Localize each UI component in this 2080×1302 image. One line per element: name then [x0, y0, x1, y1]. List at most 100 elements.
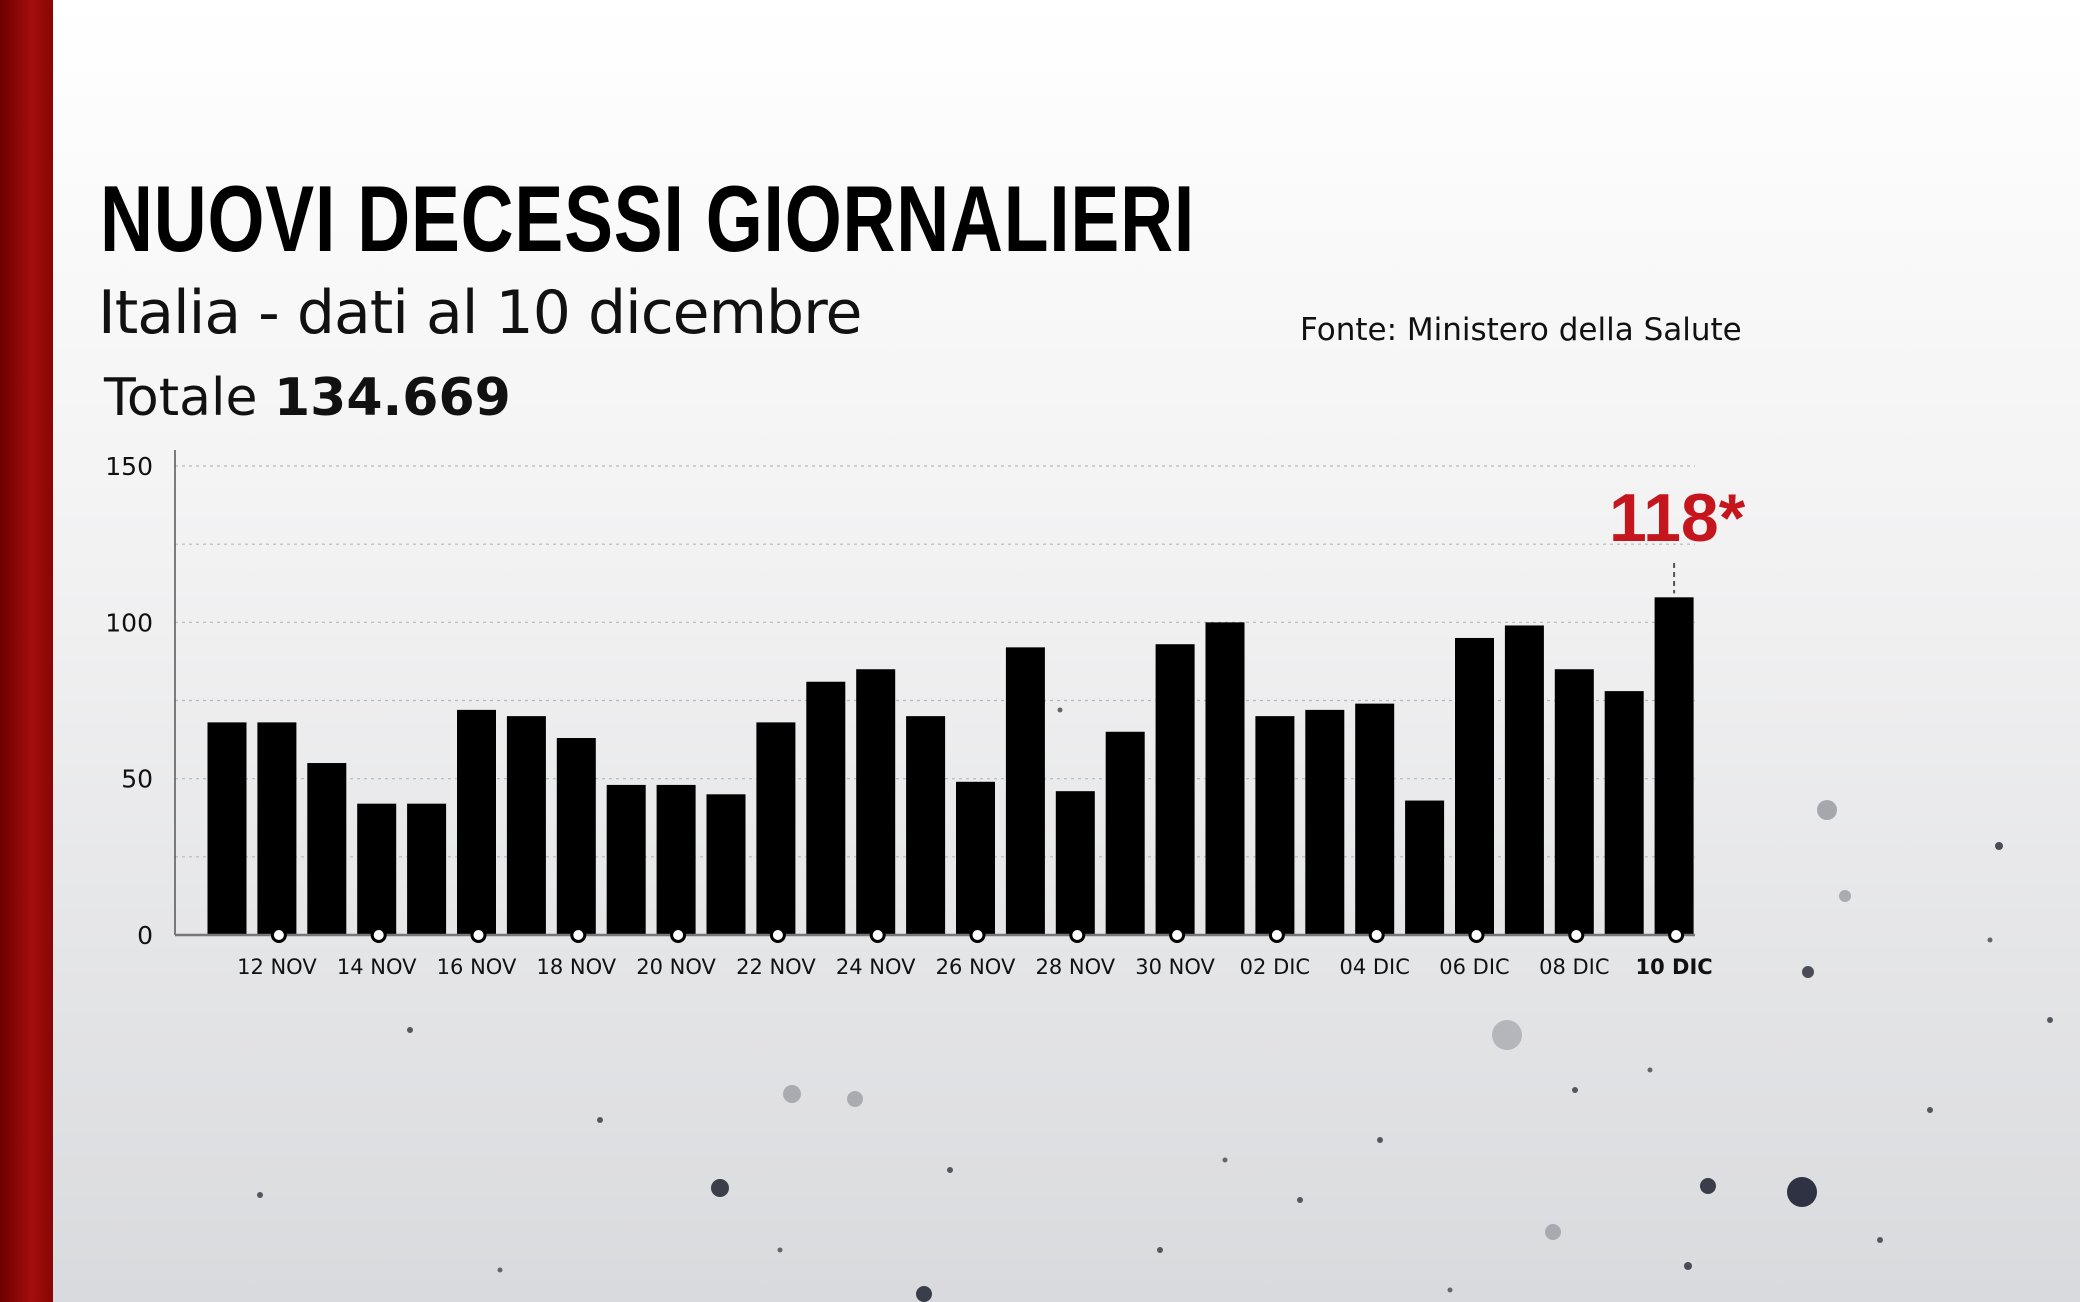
bar-02-dic [1255, 716, 1295, 935]
x-tick-marker [1268, 927, 1285, 943]
background-dot [1787, 1177, 1817, 1207]
total-value: 134.669 [273, 368, 511, 428]
background-dot [711, 1179, 729, 1197]
background-dot [1684, 1262, 1692, 1270]
y-axis-ticks: 0 50 100 150 [105, 452, 153, 950]
bar-20-nov [656, 784, 696, 935]
background-dot [1877, 1237, 1883, 1243]
x-tick-label: 28 NOV [1035, 955, 1115, 979]
highlight-value-label: 118* [1609, 480, 1746, 556]
background-dot [1995, 842, 2003, 850]
background-dot [1802, 966, 1814, 978]
bar-10-dic [1654, 597, 1694, 935]
x-tick-markers [270, 927, 1685, 943]
background-dot [1647, 1067, 1653, 1073]
bar-09-dic [1604, 691, 1644, 935]
bar-23-nov [806, 681, 846, 935]
x-axis-labels: 12 NOV 14 NOV 16 NOV 18 NOV 20 NOV 22 NOV 24 N… [237, 955, 1713, 979]
total-line: Totale 134.669 [104, 372, 511, 424]
source-note: Fonte: Ministero della Salute [1300, 312, 1742, 348]
axes [174, 450, 1695, 937]
bar-29-nov [1105, 731, 1145, 935]
x-tick-label: 10 DIC [1635, 955, 1712, 979]
bar-13-nov [307, 763, 347, 935]
background-dot [947, 1167, 953, 1173]
bar-16-nov [457, 709, 496, 935]
bar-03-dic [1305, 709, 1345, 935]
background-dot [1927, 1107, 1933, 1113]
x-tick-label: 12 NOV [237, 955, 317, 979]
bar-18-nov [556, 738, 596, 935]
background-dot [1700, 1178, 1716, 1194]
y-tick-label: 50 [121, 765, 153, 794]
background-dot [597, 1117, 603, 1123]
chart-subtitle: Italia - dati al 10 dicembre [98, 278, 862, 348]
x-tick-label: 08 DIC [1539, 955, 1609, 979]
bar-19-nov [606, 784, 646, 935]
total-label: Totale [104, 368, 258, 428]
x-tick-marker [969, 927, 986, 943]
x-tick-marker [1069, 927, 1086, 943]
x-tick-label: 30 NOV [1135, 955, 1215, 979]
background-dot [407, 1027, 413, 1033]
bar-17-nov [506, 716, 546, 935]
x-tick-marker [1468, 927, 1485, 943]
bar-28-nov [1055, 791, 1095, 935]
background-dot [497, 1267, 503, 1273]
x-tick-label: 24 NOV [836, 955, 916, 979]
background-dot [1377, 1137, 1383, 1143]
bar-11-nov [207, 722, 247, 935]
bar-15-nov [407, 803, 447, 935]
bar-07-dic [1504, 625, 1544, 935]
background-dot [777, 1247, 783, 1253]
background-dot [1297, 1197, 1303, 1203]
x-tick-label: 16 NOV [437, 955, 517, 979]
bar-21-nov [706, 794, 746, 935]
x-tick-marker [1368, 927, 1385, 943]
background-dot [1222, 1157, 1228, 1163]
background-dot [1572, 1087, 1578, 1093]
background-dot [1545, 1224, 1561, 1240]
background-dot [783, 1085, 801, 1103]
chart-title: NUOVI DECESSI GIORNALIERI [100, 166, 1195, 271]
bar-22-nov [756, 722, 796, 935]
background-dot [1492, 1020, 1522, 1050]
bar-08-dic [1554, 669, 1594, 935]
bars [207, 597, 1694, 935]
background-dot [1839, 890, 1851, 902]
x-tick-marker [1568, 927, 1585, 943]
bar-14-nov [357, 803, 397, 935]
bar-27-nov [1005, 647, 1045, 935]
x-tick-label: 06 DIC [1439, 955, 1509, 979]
background-dot [1157, 1247, 1163, 1253]
bar-04-dic [1355, 703, 1395, 935]
background-dot [916, 1286, 932, 1302]
x-tick-label: 14 NOV [337, 955, 417, 979]
y-tick-label: 150 [105, 452, 153, 481]
bar-05-dic [1405, 800, 1445, 935]
bar-06-dic [1455, 637, 1494, 935]
x-tick-label: 04 DIC [1339, 955, 1409, 979]
background-dot [1817, 800, 1837, 820]
background-dots [257, 707, 2053, 1302]
accent-band [0, 0, 53, 1302]
highlight-annotation: 118* [1609, 480, 1746, 594]
bar-24-nov [856, 669, 896, 935]
bar-26-nov [956, 781, 995, 935]
x-tick-label: 22 NOV [736, 955, 816, 979]
x-tick-marker [1169, 927, 1186, 943]
y-tick-label: 100 [105, 608, 153, 637]
x-tick-label: 26 NOV [936, 955, 1016, 979]
bar-01-dic [1205, 622, 1245, 935]
background-dot [257, 1192, 263, 1198]
x-tick-label: 18 NOV [536, 955, 616, 979]
x-tick-label: 20 NOV [636, 955, 716, 979]
x-tick-marker [570, 927, 587, 943]
bar-30-nov [1155, 644, 1195, 935]
y-tick-label: 0 [137, 921, 153, 950]
bar-25-nov [906, 716, 946, 935]
x-tick-marker [869, 927, 886, 943]
background-dot [1447, 1287, 1453, 1293]
x-tick-marker [1668, 927, 1685, 943]
